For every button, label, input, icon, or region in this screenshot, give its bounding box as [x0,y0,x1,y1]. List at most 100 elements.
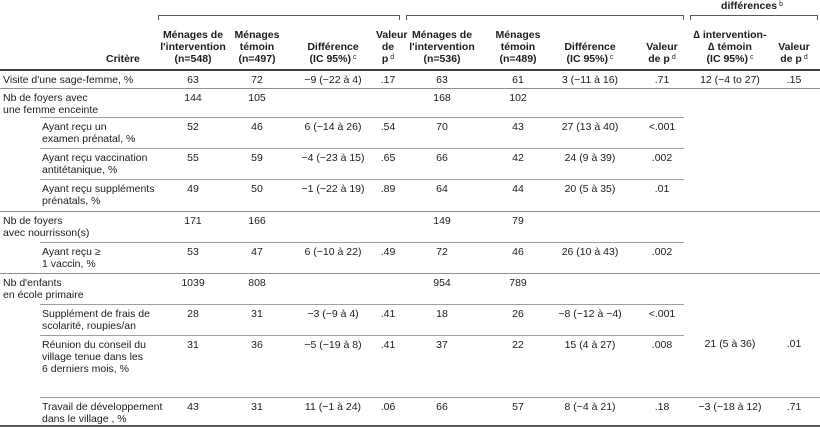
table-cell: 789 [484,272,552,304]
footnote-mark-d: d [671,53,676,61]
column-header-temoin-2: Ménages témoin (n=489) [484,20,552,71]
table-cell: 15 (4 à 27) [552,334,628,397]
table-cell [298,210,368,242]
row-label: Ayant reçu ≥1 vaccin, % [40,241,158,273]
table-cell: 79 [484,210,552,242]
table-cell: 64 [400,178,484,211]
table-cell: 43 [158,396,228,426]
table-cell [776,148,820,179]
table-cell [776,210,820,242]
table-cell: 954 [400,272,484,304]
table-cell: 59 [228,147,298,179]
table-cell [684,242,776,273]
table-cell [684,210,776,242]
table-cell: 63 [187,74,199,86]
group3-bracket [684,13,820,20]
table-row-enfants-ecole: Nb d'enfants en école primaire 1039 808 9… [0,272,820,304]
table-cell: 149 [400,210,484,242]
table-row-sage-femme: Visite d'une sage-femme, % 63 72 −9 (−22… [0,70,820,88]
table-cell: 52 [158,116,228,148]
table-cell: −3 (−9 à 4) [298,303,368,335]
column-header-delta-difference: ∆ intervention- ∆ témoin (IC 95%) c [684,20,776,71]
table-cell [776,304,820,335]
table-cell: .06 [368,396,400,426]
table-cell [298,272,368,304]
table-cell: 8 (−4 à 21) [552,396,628,426]
table-cell: 50 [228,178,298,211]
row-label: Ayant reçu un examen prénatal, % [40,116,158,148]
table-cell: −1 (−22 à 19) [298,178,368,211]
indent-spacer [0,117,40,148]
row-label: Nb de foyers avec nourrisson(s) [0,210,158,242]
table-cell [368,272,400,304]
table-cell: 171 [158,210,228,242]
table-cell: 22 [484,334,552,397]
table-row-reunion-conseil: Réunion du conseil du village tenue dans … [0,334,820,397]
table-cell: .71 [654,74,670,86]
table-cell: .41 [368,334,400,397]
table-cell [684,117,776,148]
table-cell: 72 [400,241,484,273]
table-cell [628,210,684,242]
row-label: Visite d'une sage-femme, % [3,74,134,86]
table-row-travail-developpement: Travail de développement dans le village … [0,396,820,426]
table-cell: 144 [158,87,228,117]
table-cell: .15 [786,74,802,86]
table-cell: .002 [628,241,684,273]
column-header-difference-2: Différence (IC 95%) c [552,20,628,71]
table-cell [298,87,368,117]
row-label: Ayant reçu suppléments prénatals, % [40,178,158,211]
indent-spacer [0,179,40,211]
table-row-foyers-nourrissons: Nb de foyers avec nourrisson(s) 171 166 1… [0,210,820,242]
table-cell: .17 [380,74,396,86]
table-cell [628,87,684,117]
column-header-difference-1: Différence (IC 95%) c [298,20,368,71]
indent-spacer [0,335,40,397]
row-label: Supplément de frais de scolarité, roupies… [40,303,158,335]
differences-spanner-label: différences b [721,0,783,12]
table-cell [368,210,400,242]
table-cell: 57 [484,396,552,426]
footnote-mark-c: c [352,53,357,61]
table-cell: 70 [400,116,484,148]
table-cell: <.001 [628,303,684,335]
table-cell: .002 [628,147,684,179]
spacer [158,0,400,13]
table-cell: 21 (5 à 36) [704,338,756,350]
row-label: Nb de foyers avec une femme enceinte [0,87,158,117]
table-cell: 12 (−4 to 27) [700,74,760,86]
table-cell: 26 (10 à 43) [552,241,628,273]
table-cell: 47 [228,241,298,273]
table-cell: 102 [484,87,552,117]
table-cell: 44 [484,178,552,211]
table-cell [776,242,820,273]
indent-spacer [0,397,40,426]
table-cell: .71 [776,396,820,426]
table-cell: 49 [158,178,228,211]
column-header-temoin-1: Ménages témoin (n=497) [228,20,298,71]
spacer [0,13,158,20]
column-header-intervention-1: Ménages de l'intervention (n=548) [158,20,228,71]
table-cell: 18 [400,303,484,335]
table-cell: 63 [436,74,448,86]
table-cell: 53 [158,241,228,273]
row-label: Ayant reçu vaccination antitétanique, % [40,147,158,179]
table-cell: 105 [228,87,298,117]
footnote-mark-d: d [390,53,395,61]
table-cell: .65 [368,147,400,179]
table-row-examen-prenatal: Ayant reçu un examen prénatal, % 52 46 6 … [0,116,820,148]
group1-bracket [158,13,400,20]
table-cell: 808 [228,272,298,304]
group2-bracket [400,13,684,20]
table-cell [776,87,820,117]
table-cell: 37 [400,334,484,397]
footnote-mark-c: c [749,53,754,61]
table-cell: 66 [400,147,484,179]
table-cell: 28 [158,303,228,335]
table-cell [552,272,628,304]
table-cell: .01 [628,178,684,211]
row-label: Travail de développement dans le village … [40,396,162,426]
table-cell [368,87,400,117]
